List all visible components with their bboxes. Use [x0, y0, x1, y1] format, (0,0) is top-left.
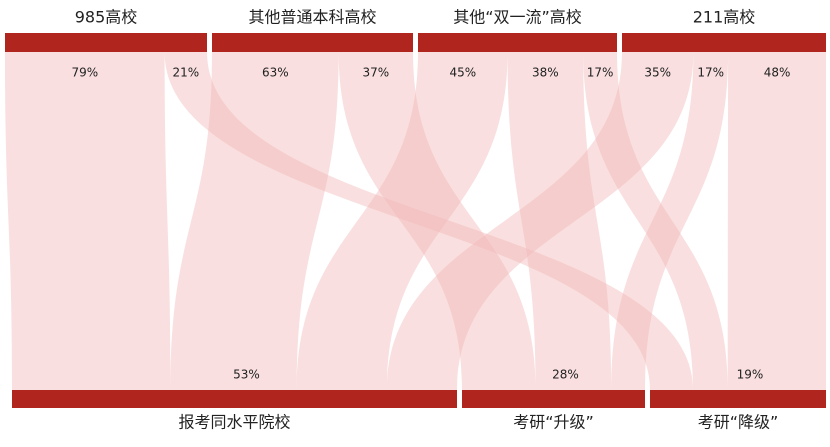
- flow-label: 79%: [71, 66, 98, 80]
- source-label: 其他普通本科高校: [248, 8, 376, 27]
- flow-label: 45%: [449, 66, 476, 80]
- target-value-label: 19%: [737, 368, 764, 382]
- target-value-label: 28%: [552, 368, 579, 382]
- target-label: 考研“降级”: [698, 413, 779, 432]
- flow: [386, 52, 694, 390]
- flow-label: 21%: [172, 66, 199, 80]
- flow: [338, 52, 536, 390]
- target-bar: [12, 390, 457, 408]
- flow-label: 35%: [644, 66, 671, 80]
- flow-label: 38%: [532, 66, 559, 80]
- flow-label: 48%: [764, 66, 791, 80]
- flow-label: 17%: [587, 66, 614, 80]
- source-bar: [622, 33, 826, 52]
- flow: [164, 52, 693, 390]
- flow: [583, 52, 728, 390]
- target-bar: [462, 390, 645, 408]
- flow-label: 63%: [262, 66, 289, 80]
- target-label: 考研“升级”: [513, 413, 594, 432]
- flow-label: 37%: [362, 66, 389, 80]
- flow: [507, 52, 612, 390]
- source-bar: [5, 33, 207, 52]
- flow: [296, 52, 508, 390]
- flow: [727, 52, 826, 390]
- flow: [5, 52, 171, 390]
- source-label: 211高校: [693, 8, 756, 27]
- source-bar: [212, 33, 413, 52]
- source-label: 其他“双一流”高校: [453, 8, 582, 27]
- flow-label: 17%: [697, 66, 724, 80]
- target-value-label: 53%: [233, 368, 260, 382]
- target-label: 报考同水平院校: [178, 413, 290, 432]
- source-bar: [418, 33, 617, 52]
- source-label: 985高校: [75, 8, 138, 27]
- flow: [611, 52, 729, 390]
- flows: [5, 52, 826, 390]
- flow: [170, 52, 339, 390]
- target-bar: [650, 390, 826, 408]
